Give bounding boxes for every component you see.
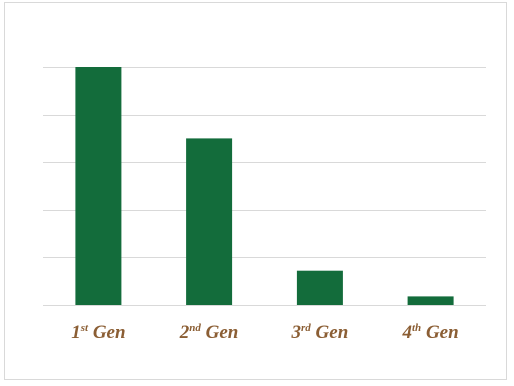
- x-tick-label: 1st Gen: [71, 322, 125, 343]
- bars: [75, 67, 454, 305]
- tick-number: 3: [291, 322, 302, 343]
- bar-2: [186, 138, 233, 305]
- tick-word: Gen: [201, 322, 238, 343]
- tick-word: Gen: [421, 322, 458, 343]
- x-tick-label: 2nd Gen: [179, 322, 239, 343]
- tick-word: Gen: [88, 322, 125, 343]
- bar-3: [296, 270, 343, 305]
- tick-ordinal-suffix: th: [412, 322, 421, 334]
- x-tick-label: 3rd Gen: [291, 322, 349, 343]
- bar-4: [407, 296, 454, 305]
- tick-ordinal-suffix: rd: [301, 322, 311, 334]
- tick-number: 2: [179, 322, 190, 343]
- x-tick-label: 4th Gen: [402, 322, 459, 343]
- bar-1: [75, 67, 122, 305]
- tick-ordinal-suffix: nd: [189, 322, 201, 334]
- tick-ordinal-suffix: st: [80, 322, 89, 334]
- tick-word: Gen: [311, 322, 348, 343]
- tick-number: 4: [402, 322, 413, 343]
- tick-number: 1: [71, 322, 81, 343]
- x-axis-labels: 1st Gen 2nd Gen 3rd Gen 4th Gen: [71, 322, 458, 343]
